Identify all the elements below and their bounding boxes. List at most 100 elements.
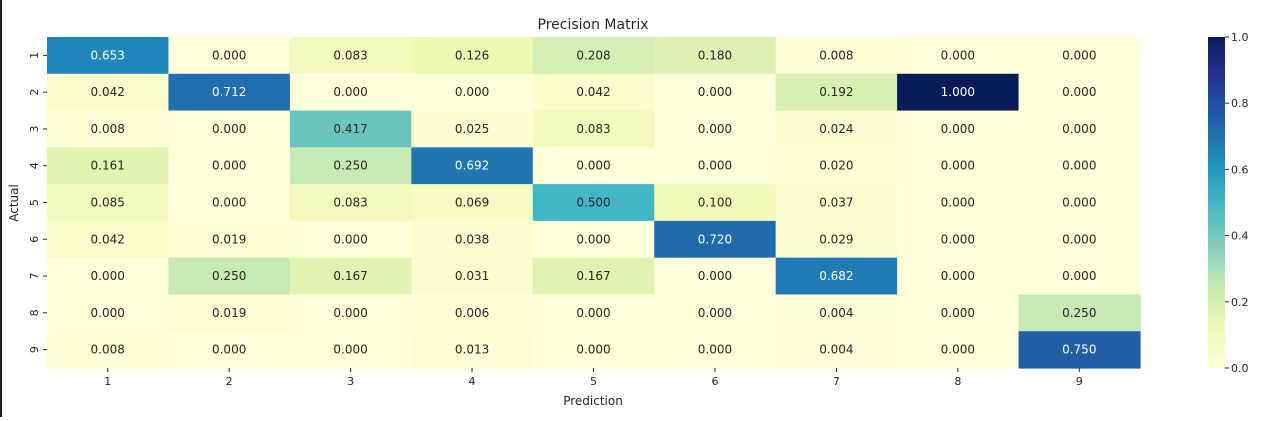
cell-value-label: 0.013 [455, 343, 489, 357]
heatmap-cell-r3-c4 [411, 110, 534, 148]
cell-value-label: 0.008 [91, 122, 125, 136]
cell-value-label: 0.000 [212, 196, 246, 210]
heatmap-cell-r3-c6 [654, 110, 777, 148]
x-axis: 1 2 3 4 5 6 7 8 9 [104, 368, 1083, 388]
cell-value-label: 0.000 [698, 343, 732, 357]
cell-value-label: 0.000 [941, 196, 975, 210]
heatmap-cell-r6-c7 [775, 220, 898, 259]
colorbar: 0.0 0.2 0.4 0.6 0.8 1.0 [1208, 31, 1249, 375]
chart-title: Precision Matrix [538, 17, 649, 33]
heatmap-cell-r4-c1 [47, 147, 170, 185]
heatmap-cell-r9-c7 [775, 331, 898, 369]
cell-value-label: 0.161 [91, 159, 125, 173]
heatmap-cell-r9-c5 [532, 331, 655, 369]
heatmap-cell-r7-c7 [775, 257, 898, 296]
x-tick-label: 8 [954, 375, 961, 388]
cell-value-label: 0.000 [455, 85, 489, 99]
cell-value-label: 0.500 [576, 196, 610, 210]
x-tick-label: 1 [104, 375, 111, 388]
heatmap-cell-r6-c6 [654, 220, 777, 259]
y-tick-label: 1 [28, 52, 41, 59]
cell-value-label: 0.653 [91, 48, 125, 62]
cell-value-label: 0.000 [941, 269, 975, 283]
cell-value-label: 0.000 [941, 48, 975, 62]
heatmap-cell-r1-c1 [47, 37, 170, 75]
heatmap-cell-r6-c9 [1018, 220, 1141, 259]
heatmap-cell-r8-c8 [897, 294, 1020, 332]
cell-value-label: 0.000 [698, 159, 732, 173]
y-tick-label: 7 [28, 273, 41, 280]
heatmap-cell-r9-c6 [654, 331, 777, 369]
cell-value-label: 0.000 [698, 269, 732, 283]
heatmap-cell-r4-c9 [1018, 147, 1141, 185]
heatmap-cell-r1-c9 [1018, 37, 1141, 75]
colorbar-tick-label: 0.4 [1231, 230, 1249, 243]
heatmap-cell-r6-c5 [532, 220, 655, 259]
heatmap-cell-r9-c3 [289, 331, 412, 369]
heatmap-cell-r5-c1 [47, 184, 170, 222]
heatmap-cell-r7-c5 [532, 257, 655, 296]
heatmap-cell-r8-c5 [532, 294, 655, 332]
cell-value-label: 0.000 [91, 306, 125, 320]
cell-value-label: 0.000 [576, 306, 610, 320]
cell-value-label: 0.692 [455, 159, 489, 173]
heatmap-cell-r3-c2 [168, 110, 291, 148]
cell-value-label: 0.042 [576, 85, 610, 99]
cell-value-label: 0.000 [941, 343, 975, 357]
heatmap-cell-r7-c3 [289, 257, 412, 296]
cell-value-label: 0.004 [819, 343, 853, 357]
cell-value-label: 0.000 [941, 306, 975, 320]
cell-value-label: 1.000 [941, 85, 975, 99]
heatmap-cell-r9-c2 [168, 331, 291, 369]
x-tick-label: 4 [469, 375, 476, 388]
cell-value-label: 0.042 [91, 232, 125, 246]
cell-value-label: 0.000 [576, 232, 610, 246]
cell-value-label: 0.019 [212, 232, 246, 246]
heatmap-cell-r9-c4 [411, 331, 534, 369]
cell-value-label: 0.192 [819, 85, 853, 99]
x-tick-label: 9 [1076, 375, 1083, 388]
x-tick-label: 7 [833, 375, 840, 388]
heatmap-cell-r4-c8 [897, 147, 1020, 185]
heatmap-cell-r5-c2 [168, 184, 291, 222]
heatmap-cell-r2-c5 [532, 73, 655, 112]
heatmap-cell-r5-c8 [897, 184, 1020, 222]
heatmap-cell-r7-c1 [47, 257, 170, 296]
colorbar-tick-label: 0.2 [1231, 296, 1249, 309]
colorbar-tick-label: 0.6 [1231, 163, 1249, 176]
cell-value-label: 0.029 [819, 232, 853, 246]
heatmap-cell-r7-c8 [897, 257, 1020, 296]
cell-value-label: 0.000 [941, 159, 975, 173]
heatmap-cell-r3-c7 [775, 110, 898, 148]
cell-value-label: 0.000 [1062, 159, 1096, 173]
heatmap-cell-r2-c1 [47, 73, 170, 112]
cell-value-label: 0.000 [333, 306, 367, 320]
cell-value-label: 0.000 [576, 159, 610, 173]
cell-value-label: 0.038 [455, 232, 489, 246]
heatmap-cell-r4-c7 [775, 147, 898, 185]
heatmap-cell-r8-c7 [775, 294, 898, 332]
heatmap-cell-r9-c1 [47, 331, 170, 369]
heatmap-cell-r8-c9 [1018, 294, 1141, 332]
heatmap-cell-r2-c9 [1018, 73, 1141, 112]
heatmap-cell-r5-c7 [775, 184, 898, 222]
cell-value-label: 0.008 [91, 343, 125, 357]
cell-value-label: 0.000 [212, 343, 246, 357]
heatmap-cell-r1-c5 [532, 37, 655, 75]
heatmap-cell-r3-c3 [289, 110, 412, 148]
y-tick-label: 9 [28, 346, 41, 353]
heatmap-cell-r4-c4 [411, 147, 534, 185]
cell-value-label: 0.019 [212, 306, 246, 320]
x-tick-label: 5 [590, 375, 597, 388]
window-left-edge [0, 0, 2, 417]
y-tick-label: 2 [28, 89, 41, 96]
cell-value-label: 0.208 [576, 48, 610, 62]
heatmap-cell-r5-c9 [1018, 184, 1141, 222]
cell-value-label: 0.083 [576, 122, 610, 136]
cell-value-label: 0.682 [819, 269, 853, 283]
heatmap-cell-r1-c2 [168, 37, 291, 75]
cell-value-label: 0.083 [333, 196, 367, 210]
cell-value-label: 0.000 [212, 159, 246, 173]
heatmap-cell-r5-c5 [532, 184, 655, 222]
